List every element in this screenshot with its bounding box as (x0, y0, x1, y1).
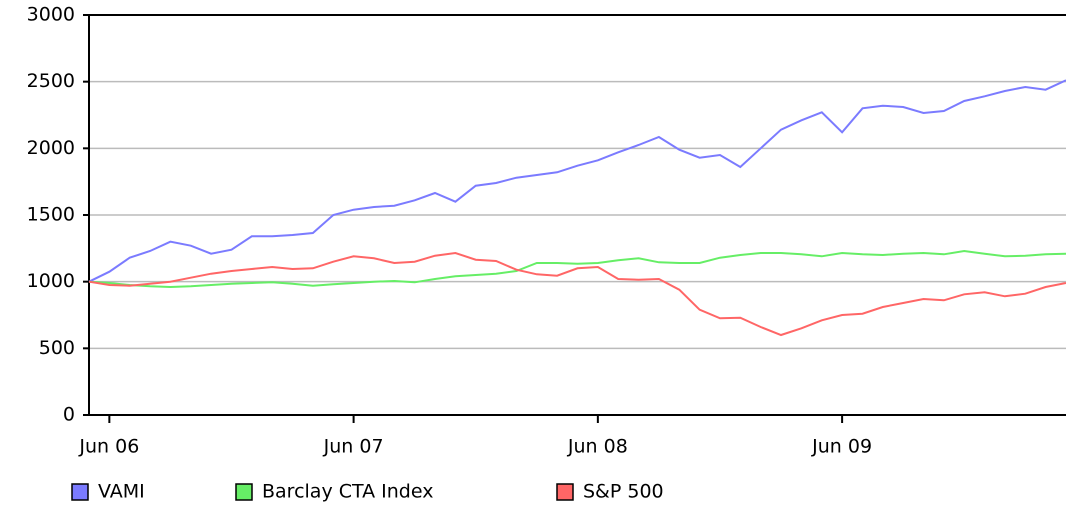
y-tick-label: 1000 (27, 270, 75, 292)
x-tick-label: Jun 08 (567, 436, 628, 458)
y-tick-label: 0 (63, 404, 75, 426)
x-tick-label: Jun 07 (323, 436, 384, 458)
legend-swatch (556, 483, 574, 501)
x-tick-label: Jun 06 (78, 436, 139, 458)
y-tick-label: 500 (39, 337, 75, 359)
y-tick-label: 2000 (27, 137, 75, 159)
legend-swatch (71, 483, 89, 501)
legend-label: Barclay CTA Index (262, 481, 433, 503)
y-tick-label: 1500 (27, 204, 75, 226)
legend-swatch (235, 483, 253, 501)
y-tick-label: 3000 (27, 4, 75, 26)
legend-label: S&P 500 (583, 481, 664, 503)
series-line (88, 251, 1066, 337)
legend-label: VAMI (98, 481, 145, 503)
y-tick-label: 2500 (27, 70, 75, 92)
series-line (88, 249, 1066, 289)
x-tick-label: Jun 09 (811, 436, 872, 458)
series-line (88, 79, 1066, 283)
